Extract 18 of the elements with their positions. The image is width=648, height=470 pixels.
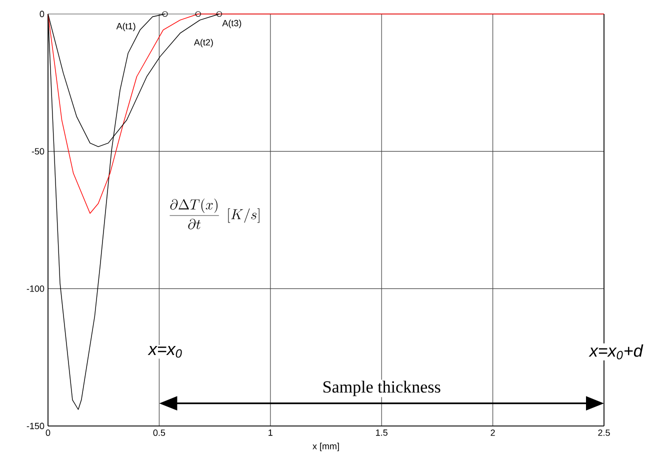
y-tick-label: -50	[32, 148, 44, 155]
annotation: A(t1)	[116, 22, 136, 32]
x-tick-label: 1	[268, 430, 272, 436]
x-tick-label: 0.5	[153, 430, 166, 436]
x-axis-title: x [mm]	[312, 442, 339, 452]
x-tick-label: 1.5	[376, 430, 388, 436]
annotation: x=x$_{0}$	[148, 346, 182, 358]
annotation: A(t2)	[194, 38, 213, 48]
y-tick-label: 0	[40, 10, 44, 18]
annotation: A(t3)	[222, 20, 242, 28]
x-tick-label: 2	[490, 430, 495, 436]
x-tick-label: 2.5	[598, 430, 610, 436]
y-tick-label: -150	[26, 422, 44, 430]
annotation: x=x$_{0}$+d	[588, 344, 644, 360]
annotation: $\frac{\partial \Delta T(x)}{\partial t}\;\left[K/s\right]$	[170, 198, 260, 230]
y-tick-label: -100	[26, 285, 44, 292]
annotation: Sample thickness	[323, 380, 440, 396]
x-tick-label: 0	[46, 430, 50, 436]
